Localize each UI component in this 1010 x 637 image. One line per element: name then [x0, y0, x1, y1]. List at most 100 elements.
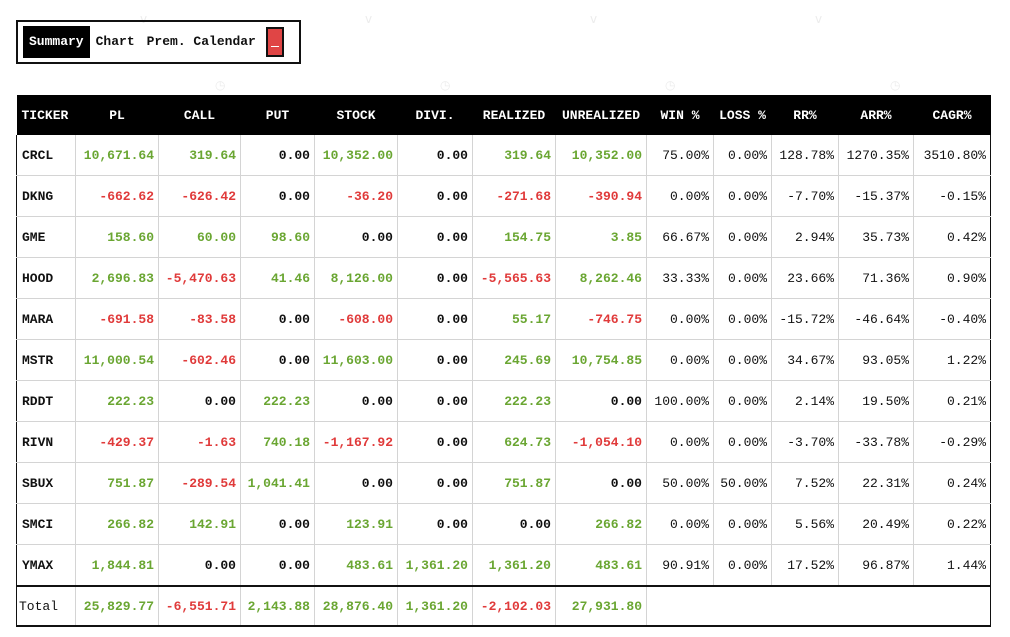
table-cell: 3.85 — [555, 216, 647, 258]
column-header-stock[interactable]: STOCK — [314, 95, 398, 135]
ticker-cell: YMAX — [16, 544, 76, 587]
column-header-win[interactable]: WIN % — [646, 95, 714, 135]
table-cell: 66.67% — [646, 216, 714, 258]
minimize-button[interactable] — [265, 27, 284, 57]
column-header-put[interactable]: PUT — [240, 95, 315, 135]
table-cell: 71.36% — [838, 257, 914, 299]
table-cell: 11,000.54 — [75, 339, 159, 381]
column-header-call[interactable]: CALL — [158, 95, 241, 135]
ticker-cell: CRCL — [16, 135, 76, 176]
table-cell: 1,361.20 — [397, 544, 473, 587]
column-header-pl[interactable]: PL — [75, 95, 159, 135]
table-cell: 1,844.81 — [75, 544, 159, 587]
table-cell: 154.75 — [472, 216, 556, 258]
table-cell: 90.91% — [646, 544, 714, 587]
table-cell: 0.00 — [472, 503, 556, 545]
column-header-divi[interactable]: DIVI. — [397, 95, 473, 135]
ticker-cell: DKNG — [16, 175, 76, 217]
table-cell: 266.82 — [555, 503, 647, 545]
total-cell: 28,876.40 — [314, 585, 398, 627]
table-row[interactable]: MSTR 11,000.54 -602.46 0.00 11,603.00 0.00 245… — [16, 339, 991, 381]
column-header-cagr[interactable]: CAGR% — [913, 95, 991, 135]
total-cell: -6,551.71 — [158, 585, 241, 627]
table-cell: 0.00% — [713, 544, 772, 587]
table-row[interactable]: SMCI 266.82 142.91 0.00 123.91 0.00 0.00 266.82… — [16, 503, 991, 545]
total-cell: 2,143.88 — [240, 585, 315, 627]
ticker-cell: GME — [16, 216, 76, 258]
table-cell: 0.00 — [397, 339, 473, 381]
table-cell: 50.00% — [646, 462, 714, 504]
column-header-arr[interactable]: ARR% — [838, 95, 914, 135]
view-tab-bar: Summary Chart Prem. Calendar — [16, 20, 301, 64]
total-row: Total 25,829.77 -6,551.71 2,143.88 28,876.40… — [16, 585, 991, 627]
watermark-glyph: v — [365, 12, 373, 26]
table-row[interactable]: CRCL 10,671.64 319.64 0.00 10,352.00 0.00 319.… — [16, 135, 991, 176]
total-cell: 25,829.77 — [75, 585, 159, 627]
table-cell: 0.90% — [913, 257, 991, 299]
tab-summary[interactable]: Summary — [23, 26, 90, 58]
table-row[interactable]: RDDT 222.23 0.00 222.23 0.00 0.00 222.23 0.00 10… — [16, 380, 991, 422]
table-cell: 319.64 — [158, 135, 241, 176]
table-cell: 75.00% — [646, 135, 714, 176]
table-cell: 20.49% — [838, 503, 914, 545]
tab-prem-calendar[interactable]: Prem. Calendar — [146, 34, 256, 49]
column-header-realized[interactable]: REALIZED — [472, 95, 556, 135]
tab-chart[interactable]: Chart — [95, 34, 135, 49]
table-row[interactable]: GME 158.60 60.00 98.60 0.00 0.00 154.75 3.85 66.… — [16, 216, 991, 258]
table-row[interactable]: HOOD 2,696.83 -5,470.63 41.46 8,126.00 0.00 -5… — [16, 257, 991, 299]
table-cell: 23.66% — [771, 257, 839, 299]
watermark-glyph: v — [590, 12, 598, 26]
table-header-row: TICKER PL CALL PUT STOCK DIVI. REALIZED UNREALI… — [16, 95, 991, 135]
table-cell: 2,696.83 — [75, 257, 159, 299]
table-cell: 41.46 — [240, 257, 315, 299]
table-cell: 2.94% — [771, 216, 839, 258]
table-cell: -36.20 — [314, 175, 398, 217]
table-row[interactable]: YMAX 1,844.81 0.00 0.00 483.61 1,361.20 1,361.… — [16, 544, 991, 587]
table-cell: -33.78% — [838, 421, 914, 463]
table-cell: 0.00 — [555, 380, 647, 422]
column-header-unrealized[interactable]: UNREALIZED — [555, 95, 647, 135]
table-cell: 100.00% — [646, 380, 714, 422]
table-cell: 142.91 — [158, 503, 241, 545]
table-cell: -5,470.63 — [158, 257, 241, 299]
table-cell: 483.61 — [555, 544, 647, 587]
table-row[interactable]: SBUX 751.87 -289.54 1,041.41 0.00 0.00 751.87 0… — [16, 462, 991, 504]
table-cell: 0.00 — [314, 216, 398, 258]
table-cell: -7.70% — [771, 175, 839, 217]
table-cell: 0.00 — [240, 175, 315, 217]
table-cell: 10,352.00 — [314, 135, 398, 176]
table-cell: 0.00% — [713, 339, 772, 381]
table-row[interactable]: MARA -691.58 -83.58 0.00 -608.00 0.00 55.17 -74… — [16, 298, 991, 340]
table-cell: 245.69 — [472, 339, 556, 381]
table-cell: -0.29% — [913, 421, 991, 463]
table-cell: -746.75 — [555, 298, 647, 340]
table-cell: 0.00 — [397, 421, 473, 463]
table-cell: -1,054.10 — [555, 421, 647, 463]
table-cell: 0.24% — [913, 462, 991, 504]
table-cell: 0.00 — [555, 462, 647, 504]
table-cell: 5.56% — [771, 503, 839, 545]
ticker-cell: MARA — [16, 298, 76, 340]
table-row[interactable]: RIVN -429.37 -1.63 740.18 -1,167.92 0.00 624.7… — [16, 421, 991, 463]
table-cell: 10,352.00 — [555, 135, 647, 176]
table-cell: 10,754.85 — [555, 339, 647, 381]
table-cell: 123.91 — [314, 503, 398, 545]
ticker-cell: HOOD — [16, 257, 76, 299]
watermark-glyph: ◷ — [215, 78, 226, 92]
table-cell: 1,361.20 — [472, 544, 556, 587]
column-header-ticker[interactable]: TICKER — [16, 95, 76, 135]
column-header-rr[interactable]: RR% — [771, 95, 839, 135]
column-header-loss[interactable]: LOSS % — [713, 95, 772, 135]
table-cell: 34.67% — [771, 339, 839, 381]
ticker-cell: RDDT — [16, 380, 76, 422]
table-cell: -271.68 — [472, 175, 556, 217]
table-row[interactable]: DKNG -662.62 -626.42 0.00 -36.20 0.00 -271.68-… — [16, 175, 991, 217]
table-cell: 0.00% — [646, 175, 714, 217]
table-cell: 0.00% — [713, 216, 772, 258]
table-cell: 0.00% — [713, 503, 772, 545]
table-cell: -602.46 — [158, 339, 241, 381]
table-cell: 2.14% — [771, 380, 839, 422]
table-cell: 740.18 — [240, 421, 315, 463]
table-cell: 0.00% — [713, 175, 772, 217]
table-cell: -626.42 — [158, 175, 241, 217]
